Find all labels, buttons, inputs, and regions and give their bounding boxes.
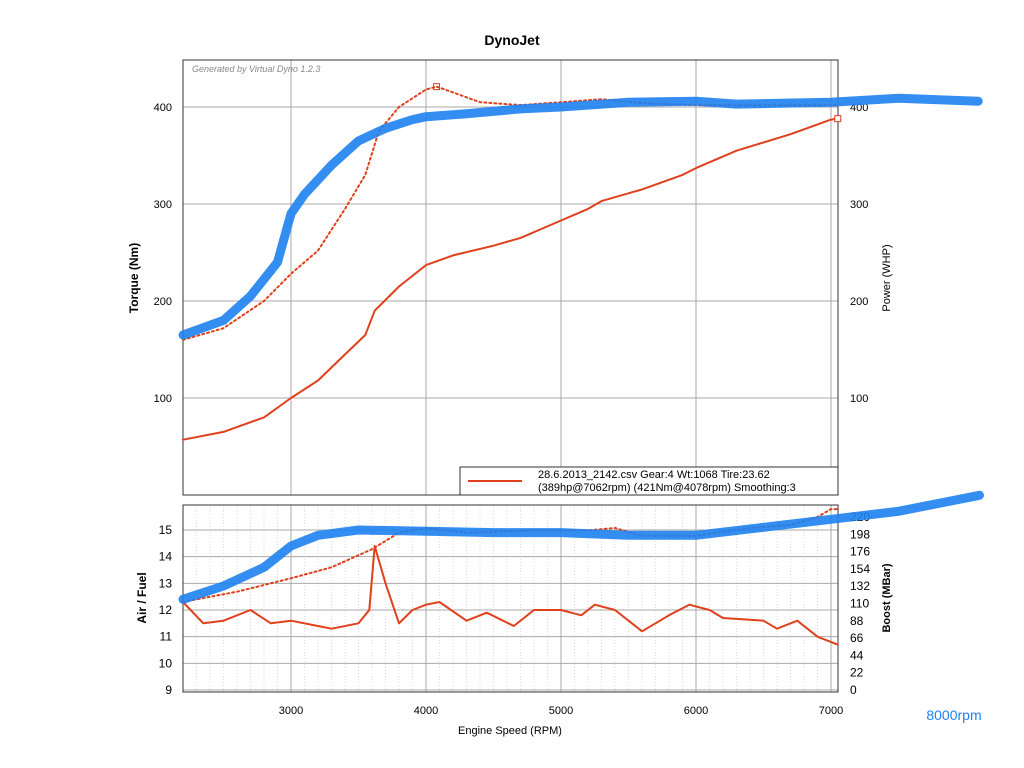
boost-tick-label: 88 (850, 614, 864, 628)
power-tick-label: 200 (850, 296, 868, 308)
torque-tick-label: 200 (154, 296, 172, 308)
boost-tick-label: 176 (850, 545, 870, 559)
boost-axis-label: Boost (MBar) (881, 563, 893, 632)
x-tick-label: 4000 (414, 705, 438, 717)
afr-tick-label: 12 (159, 603, 173, 617)
legend-line-2: (389hp@7062rpm) (421Nm@4078rpm) Smoothin… (538, 482, 796, 494)
boost-tick-label: 22 (850, 666, 864, 680)
afr-tick-label: 13 (159, 576, 173, 590)
watermark: Generated by Virtual Dyno 1.2.3 (192, 64, 320, 74)
power-tick-label: 100 (850, 393, 868, 405)
peak-torque-marker (433, 83, 441, 91)
legend: 28.6.2013_2142.csv Gear:4 Wt:1068 Tire:2… (459, 466, 839, 496)
afr-tick-label: 10 (159, 656, 173, 670)
boost-tick-label: 44 (850, 648, 864, 662)
boost-tick-label: 0 (850, 683, 857, 697)
afr-axis-label: Air / Fuel (135, 572, 149, 623)
afr-tick-label: 15 (159, 523, 173, 537)
boost-tick-label: 154 (850, 562, 870, 576)
torque-tick-label: 100 (154, 393, 172, 405)
torque-tick-label: 400 (154, 102, 172, 114)
torque-line (182, 85, 839, 341)
rpm-annotation: 8000rpm (926, 707, 981, 723)
chart-title: DynoJet (484, 32, 540, 48)
boost-tick-label: 66 (850, 631, 864, 645)
x-tick-label: 6000 (684, 705, 708, 717)
afr-tick-label: 9 (165, 683, 172, 697)
peak-power-marker (834, 115, 842, 123)
power-axis-label: Power (WHP) (881, 244, 893, 311)
torque-tick-label: 300 (154, 199, 172, 211)
legend-line-1: 28.6.2013_2142.csv Gear:4 Wt:1068 Tire:2… (538, 469, 770, 481)
power-line (182, 117, 839, 441)
x-tick-label: 5000 (549, 705, 573, 717)
power-tick-label: 300 (850, 199, 868, 211)
afr-tick-label: 14 (159, 550, 173, 564)
afr-line (182, 545, 839, 646)
x-axis-label: Engine Speed (RPM) (458, 725, 562, 737)
x-tick-label: 7000 (819, 705, 843, 717)
x-tick-label: 3000 (279, 705, 303, 717)
overlay-marker-top (178, 93, 983, 340)
afr-tick-label: 11 (160, 630, 173, 644)
boost-tick-label: 110 (850, 597, 869, 611)
overlay-marker-bottom (178, 490, 984, 604)
boost-tick-label: 198 (850, 527, 870, 541)
torque-axis-label: Torque (Nm) (127, 243, 141, 313)
top-plot-frame (182, 59, 839, 496)
boost-tick-label: 132 (850, 579, 870, 593)
